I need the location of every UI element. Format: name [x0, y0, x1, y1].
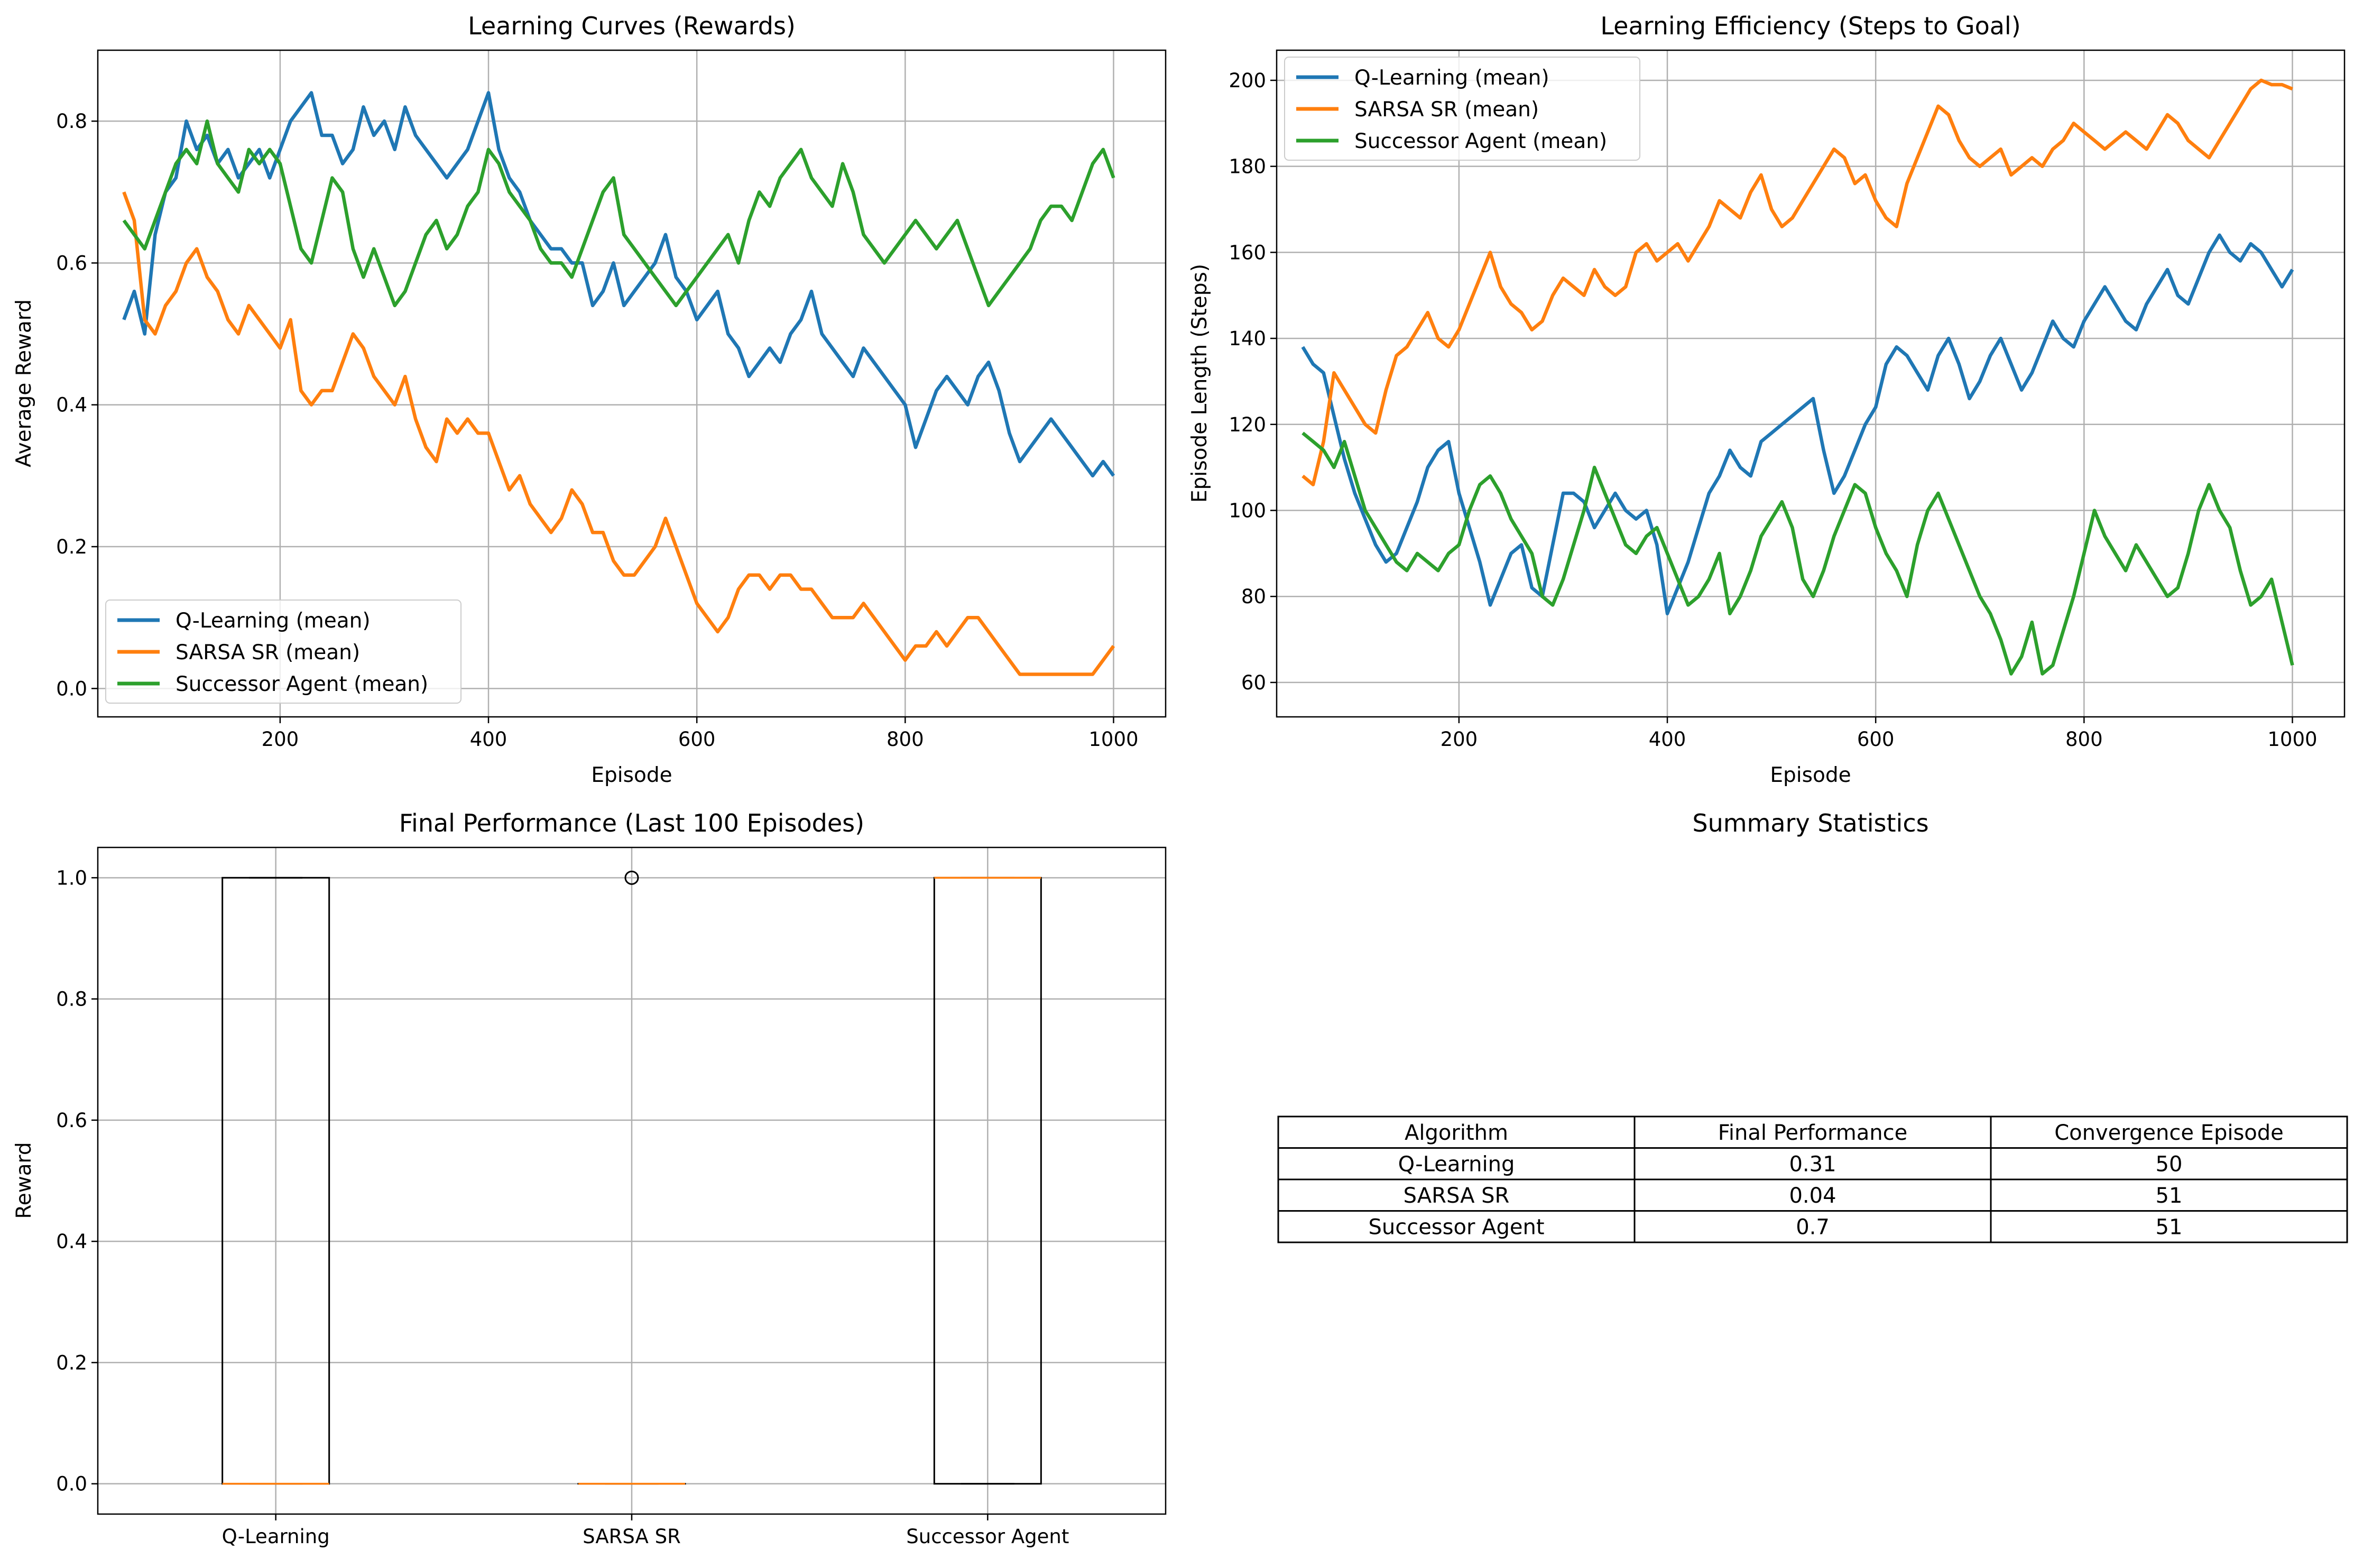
table-cell-text: SARSA SR [1404, 1184, 1510, 1208]
y-tick-label: 0.2 [56, 1351, 87, 1374]
x-axis-label: Episode [591, 763, 672, 787]
x-tick-label: Q-Learning [222, 1525, 330, 1548]
reward-learning-curves-chart: 200 400 600 800 1000 0.0 0.2 0.4 0.6 0.8 Learning… [12, 12, 1167, 787]
table-header-cell [1277, 1115, 1636, 1149]
table-cell [1277, 1147, 1636, 1180]
legend-label-sarsa-sr: SARSA SR (mean) [176, 641, 360, 665]
table-title: Summary Statistics [1692, 809, 1928, 837]
y-tick-label: 60 [1241, 671, 1266, 694]
x-axis-label: Episode [1770, 763, 1851, 787]
plot-frame [97, 49, 1167, 718]
y-tick-label: 0.0 [56, 1473, 87, 1496]
x-tick-label: 800 [2065, 728, 2103, 751]
legend-label-sarsa-sr: SARSA SR (mean) [1354, 98, 1539, 122]
table-cell [1277, 1210, 1636, 1243]
x-tick-label: 600 [678, 728, 716, 751]
table-cell-text: 0.31 [1789, 1152, 1836, 1176]
x-tick-label: SARSA SR [583, 1525, 681, 1548]
x-tick-label: 400 [470, 728, 507, 751]
x-tick-label: 800 [887, 728, 924, 751]
legend: Q-Learning (mean) SARSA SR (mean) Succes… [1284, 57, 1640, 161]
x-tick-label: 1000 [1088, 728, 1138, 751]
y-tick-label: 0.6 [56, 1109, 87, 1132]
table-header-text: Final Performance [1718, 1121, 1907, 1145]
series-line-sarsa-sr-mean [1302, 78, 2293, 486]
legend-label-q-learning: Q-Learning (mean) [176, 609, 371, 633]
legend: Q-Learning (mean) SARSA SR (mean) Succes… [105, 599, 461, 704]
x-tick-label: Successor Agent [906, 1525, 1069, 1548]
table-cell-text: 51 [2156, 1215, 2183, 1239]
chart-title: Learning Curves (Rewards) [468, 12, 796, 40]
table-cell [1990, 1147, 2348, 1180]
final-performance-boxplot: 0.0 0.2 0.4 0.6 0.8 1.0 Q-Learning SARSA SR Succ… [12, 809, 1167, 1548]
y-tick-label: 200 [1229, 69, 1266, 92]
y-tick-label: 0.4 [56, 394, 87, 417]
y-axis-label: Reward [12, 1142, 36, 1219]
y-tick-label: 0.6 [56, 252, 87, 274]
table-header-text: Algorithm [1405, 1121, 1508, 1145]
table-cell-text: 51 [2156, 1184, 2183, 1208]
series-line-successor-agent-mean [1302, 431, 2294, 676]
y-axis-label: Average Reward [12, 299, 36, 467]
y-tick-label: 160 [1229, 241, 1266, 264]
chart-title: Final Performance (Last 100 Episodes) [399, 809, 864, 837]
table-cell-text: 50 [2156, 1152, 2183, 1176]
y-axis-label: Episode Length (Steps) [1188, 264, 1212, 503]
chart-title: Learning Efficiency (Steps to Goal) [1600, 12, 2020, 40]
y-tick-label: 0.4 [56, 1230, 87, 1253]
x-tick-label: 1000 [2267, 728, 2317, 751]
y-tick-label: 180 [1229, 155, 1266, 178]
x-tick-label: 600 [1857, 728, 1895, 751]
table-cell-text: 0.04 [1789, 1184, 1836, 1208]
series-line-sarsa-sr-mean [122, 191, 1115, 676]
steps-to-goal-chart: 200 400 600 800 1000 60 80 100 120 140 160 180 200 L… [1188, 12, 2346, 787]
y-tick-label: 1.0 [56, 866, 87, 889]
outlier-point [624, 870, 639, 885]
table-cell [1633, 1147, 1992, 1180]
x-tick-label: 200 [1441, 728, 1478, 751]
y-tick-label: 140 [1229, 327, 1266, 350]
table-cell [1990, 1210, 2348, 1243]
table-cell-text: Q-Learning [1398, 1152, 1515, 1176]
summary-statistics-table: Summary Statistics Algorithm Final Perfor… [1277, 809, 2348, 1243]
legend-label-successor-agent: Successor Agent (mean) [1354, 130, 1607, 153]
table-header-text: Convergence Episode [2054, 1121, 2284, 1145]
x-tick-label: 400 [1649, 728, 1686, 751]
plot-frame [1276, 49, 2346, 718]
series-line-successor-agent-mean [122, 119, 1115, 308]
y-tick-label: 0.8 [56, 988, 87, 1011]
y-tick-label: 0.0 [56, 677, 87, 700]
legend-label-successor-agent: Successor Agent (mean) [176, 672, 428, 696]
y-tick-label: 80 [1241, 585, 1266, 608]
table-cell-text: 0.7 [1796, 1215, 1830, 1239]
table-header-cell [1990, 1115, 2348, 1149]
y-tick-label: 0.2 [56, 536, 87, 558]
legend-label-q-learning: Q-Learning (mean) [1354, 66, 1549, 90]
y-tick-label: 100 [1229, 499, 1266, 522]
y-tick-label: 0.8 [56, 110, 87, 133]
y-tick-label: 120 [1229, 413, 1266, 436]
table-cell-text: Successor Agent [1368, 1215, 1544, 1239]
x-tick-label: 200 [262, 728, 299, 751]
series-line-q-learning-mean [122, 91, 1115, 478]
